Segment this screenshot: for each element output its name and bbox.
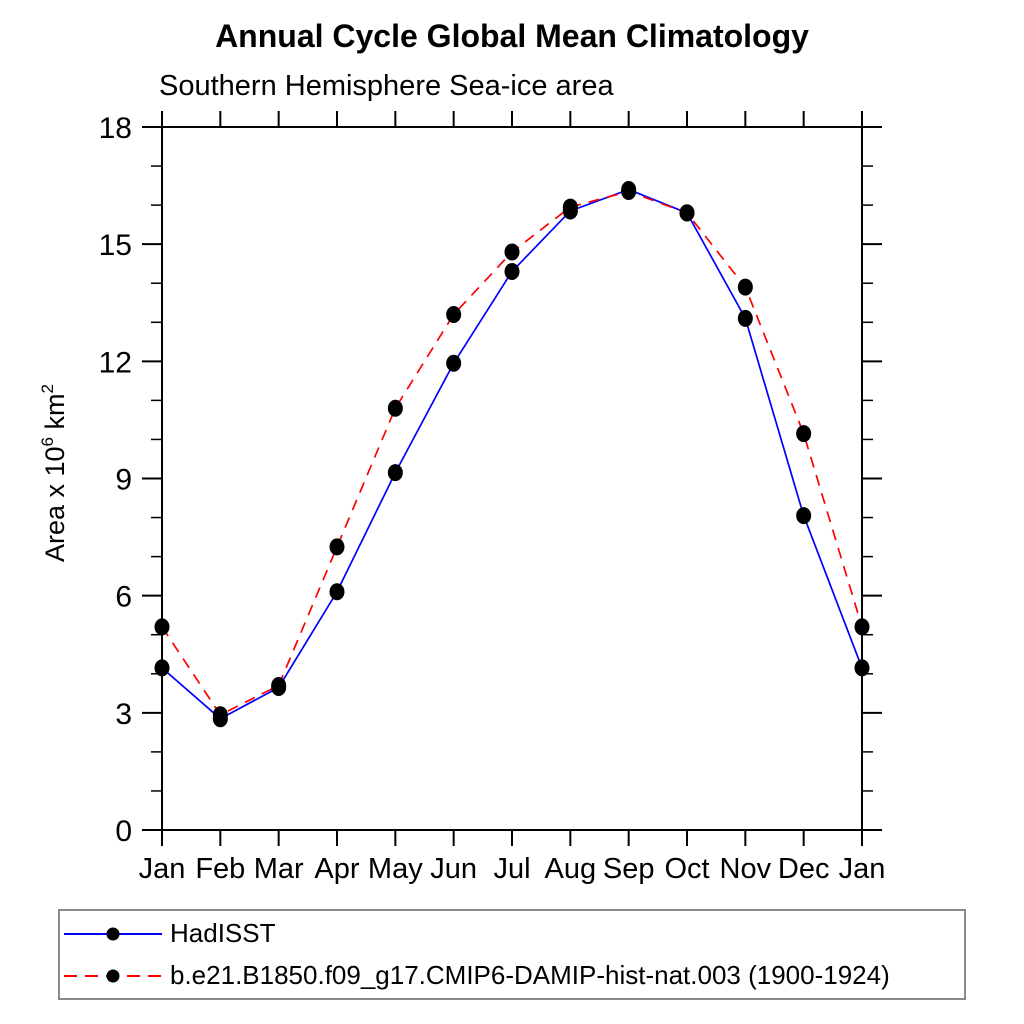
data-point-marker-1 (446, 305, 462, 323)
data-point-marker-1 (737, 278, 753, 296)
legend-solid-line-sample (64, 927, 162, 940)
data-point-marker-1 (504, 243, 520, 261)
plot-area: Jan Feb Mar Apr May Jun Jul Aug Sep Oct Nov Dec Jan0… (38, 111, 886, 885)
legend-item-model: b.e21.B1850.f09_g17.CMIP6-DAMIP-hist-nat… (60, 958, 964, 994)
y-axis-title: Area x 106 km2 (38, 384, 70, 562)
y-tick-label: 0 (115, 815, 132, 848)
data-point-marker-0 (796, 507, 812, 525)
x-tick-label: Jun (430, 853, 477, 885)
y-tick-label: 12 (99, 346, 132, 379)
chart-subtitle: Southern Hemisphere Sea-ice area (159, 70, 614, 102)
x-tick-label: Dec (778, 853, 830, 885)
legend-marker-dot (106, 969, 120, 982)
data-point-marker-1 (154, 618, 170, 636)
y-tick-label: 6 (115, 581, 132, 614)
data-point-marker-1 (854, 618, 870, 636)
y-tick-label: 9 (115, 464, 132, 497)
x-tick-label: Apr (314, 853, 359, 885)
data-point-marker-0 (854, 659, 870, 677)
data-point-marker-1 (212, 706, 228, 724)
data-point-marker-1 (679, 204, 695, 222)
x-tick-label: Oct (664, 853, 709, 885)
y-tick-label: 3 (115, 698, 132, 731)
x-tick-label: Aug (545, 853, 597, 885)
data-point-marker-0 (154, 659, 170, 677)
legend-dashed-line-sample (64, 969, 162, 982)
legend-marker-dot (106, 927, 120, 940)
data-point-marker-0 (737, 309, 753, 327)
data-point-marker-0 (504, 263, 520, 281)
legend-label-model: b.e21.B1850.f09_g17.CMIP6-DAMIP-hist-nat… (170, 960, 890, 990)
data-point-marker-1 (796, 425, 812, 443)
legend-label-hadisst: HadISST (170, 918, 276, 948)
chart-title: Annual Cycle Global Mean Climatology (215, 18, 809, 54)
data-point-marker-0 (329, 583, 345, 601)
data-point-marker-0 (446, 354, 462, 372)
legend-box: HadISST b.e21.B1850.f09_g17.CMIP6-DAMIP-… (58, 909, 966, 1000)
data-point-marker-1 (329, 538, 345, 556)
y-tick-label: 15 (99, 229, 132, 262)
data-point-marker-1 (387, 399, 403, 417)
x-tick-label: Jan (839, 853, 886, 885)
legend-item-hadisst: HadISST (60, 916, 964, 952)
data-point-marker-1 (621, 182, 637, 200)
data-point-marker-1 (271, 676, 287, 694)
y-tick-label: 18 (99, 112, 132, 145)
x-tick-label: Jul (493, 853, 530, 885)
data-point-marker-0 (387, 464, 403, 482)
data-point-marker-1 (562, 198, 578, 216)
x-tick-label: Jan (139, 853, 186, 885)
x-tick-label: Mar (254, 853, 304, 885)
x-tick-label: Nov (720, 853, 772, 885)
x-tick-label: Sep (603, 853, 655, 885)
x-tick-label: Feb (195, 853, 245, 885)
x-tick-label: May (368, 853, 423, 885)
